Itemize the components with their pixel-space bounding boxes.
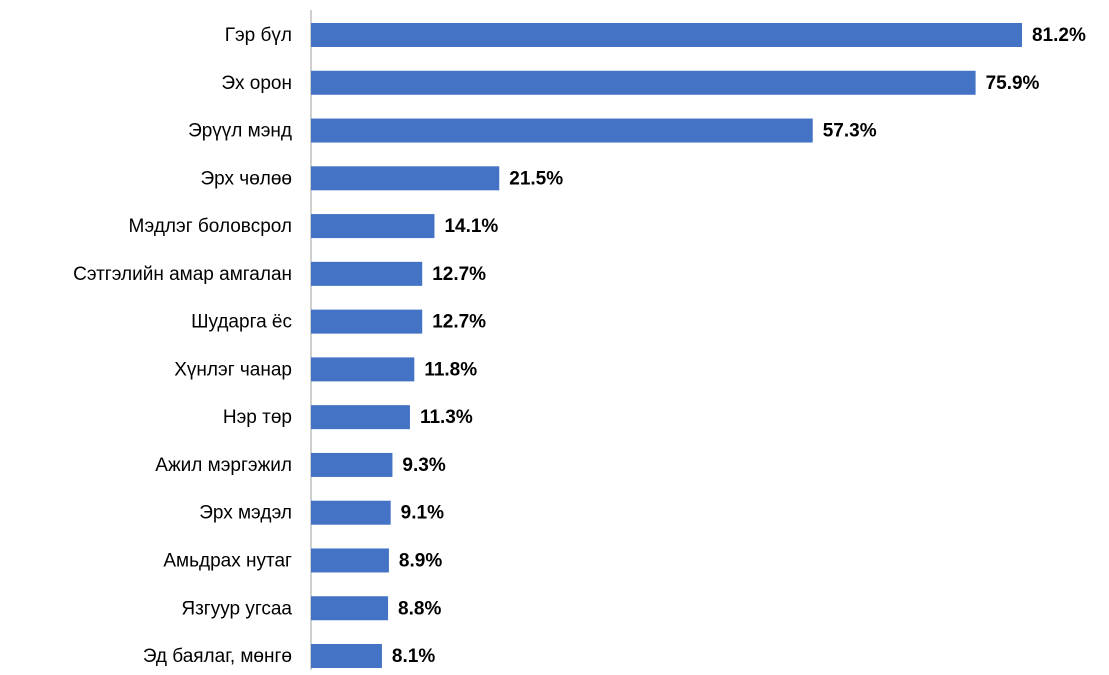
category-label: Сэтгэлийн амар амгалан — [73, 264, 292, 285]
category-label: Эх орон — [221, 73, 292, 94]
category-label: Эд баялаг, мөнгө — [143, 646, 292, 667]
category-label: Эрүүл мэнд — [188, 121, 292, 142]
value-label: 9.1% — [401, 503, 444, 524]
value-label: 57.3% — [823, 121, 877, 142]
value-label: 12.7% — [432, 312, 486, 333]
bar — [311, 357, 415, 382]
bar — [311, 309, 423, 334]
value-label: 14.1% — [444, 216, 498, 237]
bar — [311, 452, 393, 477]
category-label: Эрх мэдэл — [199, 503, 292, 524]
bar — [311, 644, 382, 669]
category-label: Гэр бүл — [225, 25, 292, 46]
bar — [311, 548, 389, 573]
bar — [311, 214, 435, 239]
value-label: 21.5% — [509, 168, 563, 189]
value-label: 11.3% — [420, 407, 473, 428]
category-label: Хүнлэг чанар — [174, 359, 292, 380]
value-label: 9.3% — [402, 455, 445, 476]
bar — [311, 261, 423, 286]
category-label: Шударга ёс — [191, 312, 292, 333]
value-label: 81.2% — [1032, 25, 1086, 46]
category-label: Эрх чөлөө — [201, 168, 292, 189]
value-label: 8.9% — [399, 550, 442, 571]
category-label: Нэр төр — [223, 407, 292, 428]
bar — [311, 405, 410, 430]
bar — [311, 166, 500, 191]
value-label: 8.8% — [398, 598, 441, 619]
value-label: 75.9% — [986, 73, 1040, 94]
category-label: Ажил мэргэжил — [155, 455, 292, 476]
value-label: 11.8% — [424, 359, 477, 380]
bar — [311, 70, 976, 95]
bar — [311, 118, 813, 143]
value-label: 12.7% — [432, 264, 486, 285]
category-label: Амьдрах нутаг — [163, 550, 292, 571]
bar — [311, 500, 391, 525]
category-label: Мэдлэг боловсрол — [129, 216, 292, 237]
category-label: Язгуур угсаа — [181, 598, 292, 619]
value-label: 8.1% — [392, 646, 435, 667]
bar — [311, 596, 389, 621]
bar — [311, 23, 1022, 47]
